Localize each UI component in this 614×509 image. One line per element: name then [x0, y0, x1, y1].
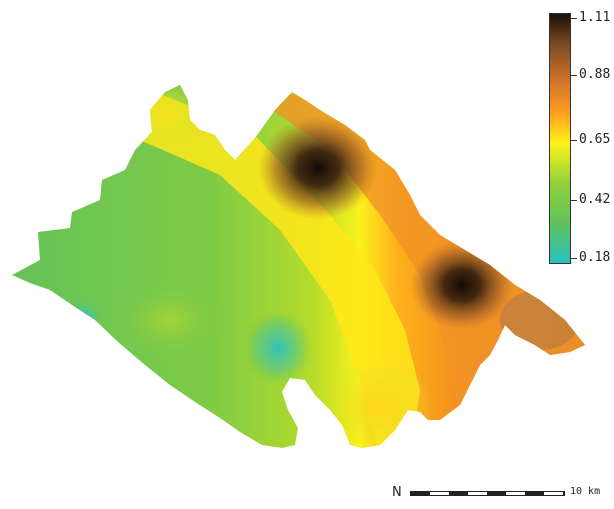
colorbar-label: 0.18 — [579, 250, 611, 265]
colorbar-tick — [571, 258, 577, 259]
colorbar-label: 0.65 — [579, 132, 611, 147]
colorbar-tick — [571, 75, 577, 76]
colorbar-label: 0.88 — [579, 67, 611, 82]
colorbar-label: 0.42 — [579, 192, 611, 207]
colorbar-tick — [571, 18, 577, 19]
colorbar — [549, 13, 571, 264]
colorbar-label: 1.11 — [579, 10, 611, 25]
colorbar-tick — [571, 200, 577, 201]
colorbar-tick — [571, 140, 577, 141]
scale-bar-graphic — [410, 491, 565, 496]
map-surface — [12, 85, 585, 448]
scale-label: 10 km — [570, 486, 601, 497]
north-arrow-icon: N — [392, 485, 402, 500]
